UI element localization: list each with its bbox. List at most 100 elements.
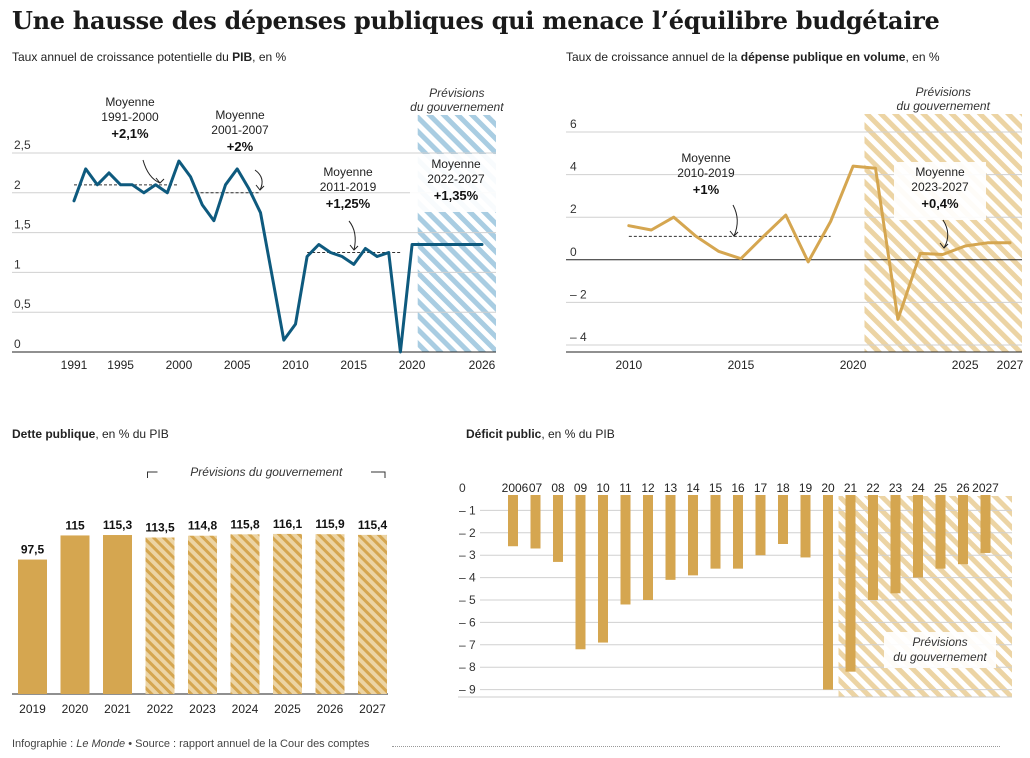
pib-average-label: Moyenne <box>215 108 265 122</box>
depense-ytick-label: – 2 <box>570 287 587 301</box>
depense-average-label: Moyenne <box>915 165 965 179</box>
deficit-category-label: 2027 <box>972 481 999 495</box>
deficit-category-label: 20 <box>821 481 835 495</box>
deficit-category-label: 2006 <box>502 481 529 495</box>
deficit-category-label: 14 <box>686 481 700 495</box>
deficit-bar <box>778 495 788 544</box>
dette-value-label: 115 <box>65 518 85 532</box>
pib-forecast-area <box>417 115 496 352</box>
deficit-bar <box>553 495 563 562</box>
pib-ytick-label: 1 <box>14 257 21 271</box>
deficit-ytick-label: 0 <box>459 481 466 495</box>
deficit-category-label: 19 <box>799 481 813 495</box>
dette-forecast-label: Prévisions du gouvernement <box>190 465 343 479</box>
pib-average-pointer <box>348 220 356 251</box>
deficit-bar <box>868 495 878 600</box>
depense-ytick-label: 6 <box>570 117 577 131</box>
pib-average-label: 1991-2000 <box>101 110 159 124</box>
deficit-category-label: 26 <box>956 481 970 495</box>
depense-average-label-bg <box>894 162 986 220</box>
pib-ytick-label: 2,5 <box>14 138 31 152</box>
deficit-category-label: 12 <box>641 481 655 495</box>
deficit-bar <box>935 495 946 569</box>
chart-dette: 97,5 2019 115 2020 115,3 2021 113,5 2022 114,8 20… <box>12 465 388 716</box>
depense-average-pointer-head <box>729 230 739 237</box>
depense-ytick-label: 4 <box>570 160 577 174</box>
dette-category-label: 2025 <box>274 702 301 716</box>
pib-average-pointer <box>142 159 161 184</box>
deficit-category-label: 07 <box>529 481 543 495</box>
deficit-category-label: 11 <box>619 481 632 495</box>
dette-category-label: 2026 <box>317 702 344 716</box>
dette-bar <box>145 537 175 694</box>
pib-xtick-label: 1991 <box>61 358 88 372</box>
dette-value-label: 115,4 <box>358 518 388 532</box>
dette-value-label: 115,3 <box>103 518 133 532</box>
pib-xtick-label: 2020 <box>399 358 426 372</box>
deficit-bar <box>800 495 811 558</box>
dette-bar <box>273 533 302 694</box>
deficit-forecast-label: Prévisions <box>912 635 967 649</box>
pib-average-label: 2001-2007 <box>211 123 269 137</box>
depense-forecast-area <box>864 114 1022 352</box>
deficit-bar <box>508 495 518 547</box>
depense-average-label: Moyenne <box>681 151 731 165</box>
deficit-category-label: 24 <box>911 481 925 495</box>
deficit-bar <box>755 495 766 556</box>
deficit-bar <box>620 495 631 605</box>
depense-average-value: +1% <box>693 182 720 197</box>
chart-deficit-subtitle: Déficit public, en % du PIB <box>466 427 615 441</box>
footer-rule <box>392 746 1000 747</box>
depense-ytick-label: 2 <box>570 202 577 216</box>
depense-xtick-label: 2027 <box>997 358 1024 372</box>
deficit-bar <box>890 495 901 594</box>
deficit-category-label: 09 <box>574 481 588 495</box>
pib-average-value: +2,1% <box>111 126 149 141</box>
pib-average-label: Moyenne <box>323 165 373 179</box>
deficit-bar <box>530 495 541 549</box>
depense-average-label: 2023-2027 <box>911 180 969 194</box>
deficit-bar <box>710 495 721 569</box>
pib-average-value: +1,25% <box>326 196 371 211</box>
dette-bar <box>60 535 90 694</box>
dette-value-label: 116,1 <box>273 517 303 531</box>
deficit-ytick-label: – 4 <box>459 571 476 585</box>
deficit-category-label: 08 <box>551 481 565 495</box>
chart-pib-subtitle: Taux annuel de croissance potentielle du… <box>12 50 287 64</box>
depense-xtick-label: 2010 <box>615 358 642 372</box>
dette-category-label: 2020 <box>62 702 89 716</box>
deficit-ytick-label: – 7 <box>459 638 476 652</box>
deficit-bar <box>598 495 608 643</box>
deficit-ytick-label: – 5 <box>459 593 476 607</box>
chart-depense-subtitle: Taux de croissance annuel de la dépense … <box>566 50 940 64</box>
deficit-category-label: 13 <box>664 481 678 495</box>
dette-forecast-bracket-left <box>147 471 158 478</box>
pib-forecast-label: du gouvernement <box>410 100 504 114</box>
deficit-category-label: 23 <box>889 481 903 495</box>
deficit-bar <box>665 495 676 580</box>
pib-average-pointer <box>254 169 263 191</box>
dette-category-label: 2019 <box>19 702 46 716</box>
deficit-bar <box>913 495 923 578</box>
depense-average-pointer-head <box>939 242 949 249</box>
pib-xtick-label: 2005 <box>224 358 251 372</box>
depense-average-label: 2010-2019 <box>677 166 735 180</box>
dette-bar <box>230 534 260 694</box>
deficit-bar <box>733 495 743 569</box>
pib-forecast-label: Prévisions <box>429 86 484 100</box>
depense-series-line <box>627 164 1012 321</box>
deficit-bar <box>643 495 653 600</box>
dette-bar <box>315 534 345 694</box>
depense-xtick-label: 2020 <box>840 358 867 372</box>
dette-value-label: 113,5 <box>145 521 175 535</box>
pib-ytick-label: 0 <box>14 337 21 351</box>
dette-forecast-bracket-right <box>371 471 386 478</box>
chart-deficit: 0 – 1 – 2 – 3 – 4 – 5 – 6 – 7 – 8 – 9 Prévisionsdu… <box>458 481 1012 698</box>
pib-average-label: Moyenne <box>105 95 155 109</box>
depense-ytick-label: 0 <box>570 245 577 259</box>
pib-average-label: 2022-2027 <box>427 172 485 186</box>
pib-average-pointer-head <box>155 177 165 184</box>
pib-ytick-label: 2 <box>14 178 21 192</box>
deficit-bar <box>575 495 586 650</box>
